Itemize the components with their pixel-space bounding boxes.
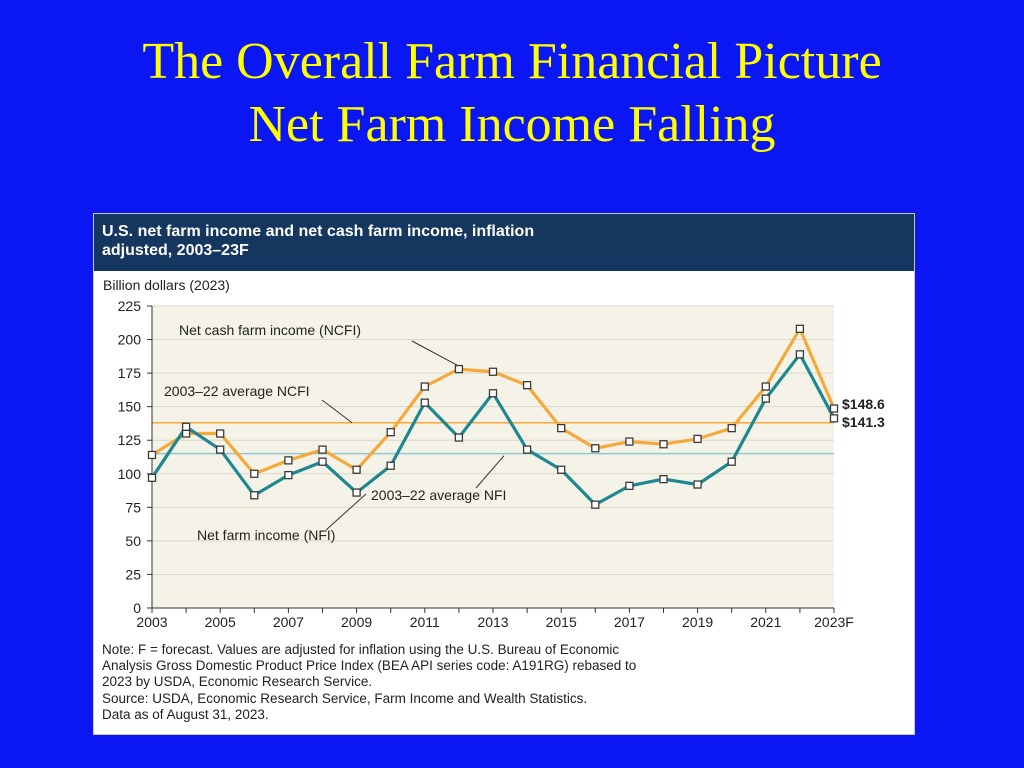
line-chart: 0 25 50 75 100 125 150 175 200 225 2003 2005 2007 200… <box>118 298 885 630</box>
reference-label-nfi-average: 2003–22 average NFI <box>371 487 506 503</box>
x-tick-label: 2003 <box>136 614 167 630</box>
slide-title-line2: Net Farm Income Falling <box>248 96 776 153</box>
x-tick-label: 2021 <box>750 614 781 630</box>
y-tick-label: 50 <box>125 533 141 549</box>
data-point-marker <box>284 456 293 465</box>
note-line: Analysis Gross Domestic Product Price In… <box>102 658 637 674</box>
data-point-marker <box>557 465 566 474</box>
note-line: Note: F = forecast. Values are adjusted … <box>102 642 620 657</box>
x-tick-label: 2007 <box>273 614 304 630</box>
series-label-nfi: Net farm income (NFI) <box>197 527 335 543</box>
chart-figure: U.S. net farm income and net cash farm i… <box>93 213 915 735</box>
data-point-marker <box>795 324 805 333</box>
y-tick-label: 75 <box>125 499 141 515</box>
x-tick-label: 2011 <box>410 614 440 630</box>
annotation-leader-line <box>325 493 367 531</box>
data-point-marker <box>147 450 157 460</box>
y-tick-label: 100 <box>118 466 142 482</box>
chart-title-line1: U.S. net farm income and net cash farm i… <box>102 223 535 240</box>
data-point-marker <box>284 470 293 480</box>
data-point-marker <box>318 457 327 466</box>
y-axis-label: Billion dollars (2023) <box>103 277 230 293</box>
data-point-marker <box>420 398 429 407</box>
y-tick-label: 0 <box>133 600 141 616</box>
note-line: 2023 by USDA, Economic Research Service. <box>102 674 373 690</box>
y-tick-label: 175 <box>118 365 142 381</box>
data-point-marker <box>761 394 770 403</box>
data-point-marker <box>693 480 702 489</box>
data-point-marker <box>454 433 464 442</box>
chart-note: Note: F = forecast. Values are adjusted … <box>102 642 910 723</box>
x-tick-label: 2017 <box>614 614 645 630</box>
data-point-marker <box>147 473 157 482</box>
data-point-marker <box>591 500 600 509</box>
data-date-line: Data as of August 31, 2023. <box>102 706 269 722</box>
series-label-ncfi: Net cash farm income (NCFI) <box>179 322 361 338</box>
end-value-label-nfi: $141.3 <box>842 414 885 430</box>
data-point-marker <box>386 461 395 470</box>
slide-title-line1: The Overall Farm Financial Picture <box>142 33 882 90</box>
chart-title-line2: adjusted, 2003–23F <box>102 242 249 259</box>
data-point-marker <box>216 445 225 454</box>
data-point-marker <box>625 481 634 491</box>
annotation-leader-line <box>475 455 505 489</box>
data-point-marker <box>181 422 191 431</box>
data-point-marker <box>727 423 736 433</box>
x-tick-label: 2019 <box>682 614 713 630</box>
data-point-marker <box>216 429 225 438</box>
annotation-leader-line <box>411 340 458 366</box>
data-point-marker <box>522 445 532 454</box>
x-tick-label: 2005 <box>205 614 236 630</box>
data-point-marker <box>318 445 327 454</box>
data-point-marker <box>250 491 259 500</box>
x-tick-label: 2023F <box>814 614 854 630</box>
data-point-marker <box>454 364 464 374</box>
data-point-marker <box>420 382 429 391</box>
data-point-marker <box>761 382 770 391</box>
end-value-label-ncfi: $148.6 <box>842 396 885 412</box>
source-line: Source: USDA, Economic Research Service,… <box>102 690 588 706</box>
data-point-marker <box>591 444 600 453</box>
annotation-leader-line <box>321 399 353 424</box>
data-point-marker <box>488 367 498 376</box>
data-point-marker <box>522 381 532 390</box>
data-point-marker <box>352 488 361 497</box>
chart-header: U.S. net farm income and net cash farm i… <box>94 214 914 271</box>
data-point-marker <box>727 457 736 466</box>
y-tick-label: 150 <box>118 399 142 415</box>
data-point-marker <box>829 404 839 413</box>
y-tick-label: 25 <box>125 566 141 582</box>
slide-title: The Overall Farm Financial Picture Net F… <box>0 30 1024 156</box>
data-point-marker <box>352 465 361 474</box>
x-tick-label: 2009 <box>341 614 372 630</box>
reference-label-ncfi-average: 2003–22 average NCFI <box>164 383 310 399</box>
data-point-marker <box>488 389 498 398</box>
data-point-marker <box>250 469 259 478</box>
data-point-marker <box>557 423 566 433</box>
data-point-marker <box>829 414 839 423</box>
data-point-marker <box>795 350 805 359</box>
data-point-marker <box>659 474 668 484</box>
x-tick-label: 2013 <box>477 614 508 630</box>
data-point-marker <box>693 434 702 444</box>
x-tick-label: 2015 <box>546 614 577 630</box>
y-tick-label: 125 <box>118 432 142 448</box>
plot-area <box>152 306 834 608</box>
data-point-marker <box>625 437 634 446</box>
data-point-marker <box>181 429 191 438</box>
data-point-marker <box>659 440 668 449</box>
data-point-marker <box>386 428 395 437</box>
y-tick-label: 225 <box>118 298 142 314</box>
y-tick-label: 200 <box>118 332 142 348</box>
